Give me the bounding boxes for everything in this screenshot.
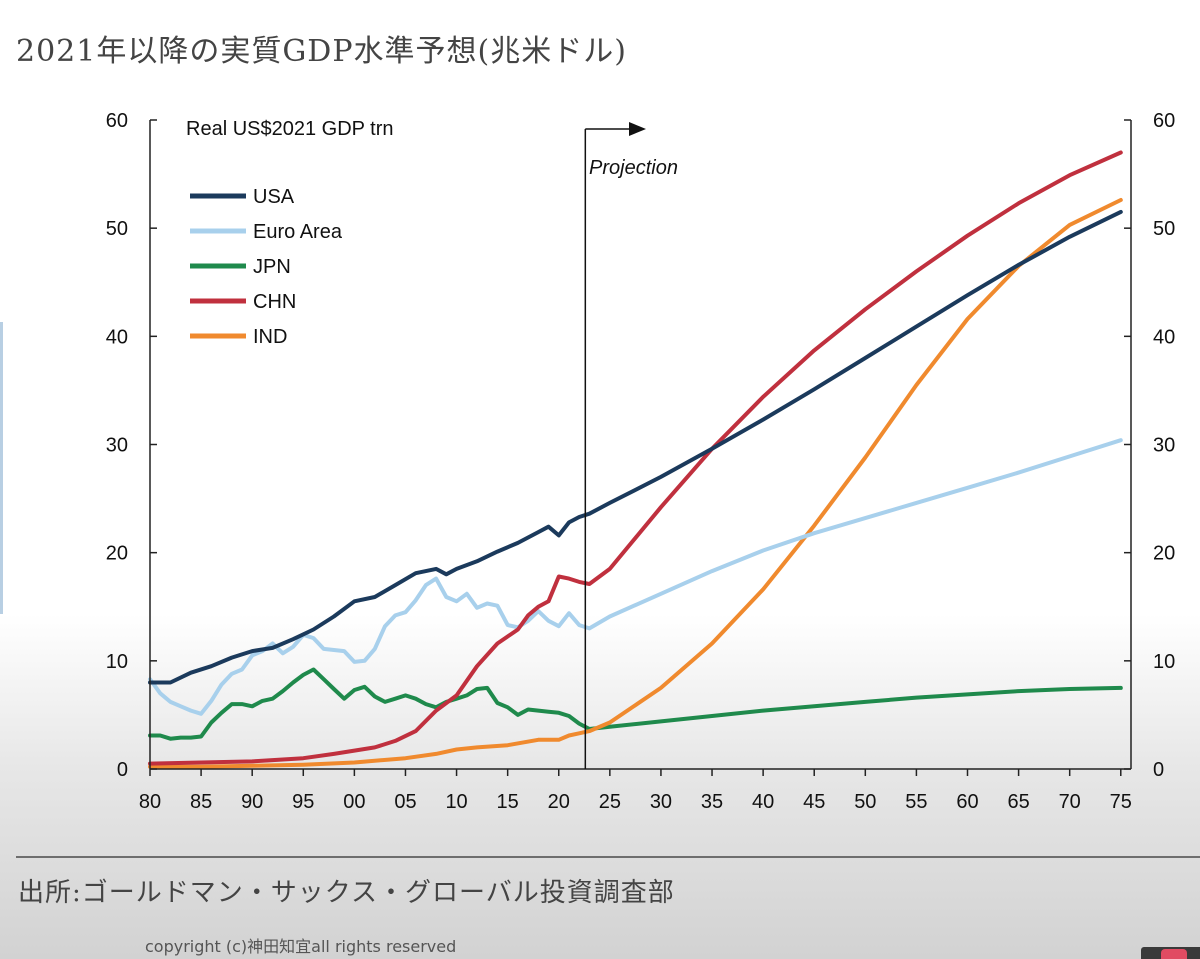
y-tick-label-right: 10 xyxy=(1153,651,1175,673)
y-tick-label-left: 30 xyxy=(106,435,128,457)
y-tick-label-right: 20 xyxy=(1153,543,1175,565)
x-tick-label: 05 xyxy=(394,791,416,813)
x-tick-label: 50 xyxy=(854,791,876,813)
projection-label: Projection xyxy=(589,157,678,179)
x-tick-label: 45 xyxy=(803,791,825,813)
y-tick-label-right: 40 xyxy=(1153,326,1175,348)
copyright-text: copyright (c)神田知宜all rights reserved xyxy=(145,937,457,956)
y-tick-label-right: 30 xyxy=(1153,435,1175,457)
x-tick-label: 65 xyxy=(1007,791,1029,813)
legend-label: IND xyxy=(253,326,287,348)
y-tick-label-left: 50 xyxy=(106,218,128,240)
record-icon xyxy=(1161,949,1187,959)
y-tick-label-left: 20 xyxy=(106,543,128,565)
x-tick-label: 60 xyxy=(956,791,978,813)
x-tick-label: 00 xyxy=(343,791,365,813)
series-line-euro-area xyxy=(148,438,1123,716)
y-tick-label-right: 50 xyxy=(1153,218,1175,240)
x-tick-label: 35 xyxy=(701,791,723,813)
legend-label: CHN xyxy=(253,291,296,313)
y-tick-label-left: 0 xyxy=(117,759,128,781)
y-tick-label-right: 0 xyxy=(1153,759,1164,781)
y-tick-label-left: 10 xyxy=(106,651,128,673)
series-line-usa xyxy=(148,209,1123,685)
chart-legend: USA Euro Area JPN CHN IND xyxy=(190,186,343,348)
series-lines xyxy=(148,150,1123,769)
source-note: 出所:ゴールドマン・サックス・グローバル投資調査部 xyxy=(18,878,675,908)
series-line-jpn xyxy=(148,667,1123,741)
x-tick-label: 55 xyxy=(905,791,927,813)
x-tick-label: 10 xyxy=(445,791,467,813)
projection-marker: Projection xyxy=(584,122,678,769)
left-edge-accent xyxy=(0,322,3,614)
legend-label: USA xyxy=(253,186,295,208)
projection-arrowhead xyxy=(629,122,646,136)
corner-record-button[interactable] xyxy=(1141,947,1200,959)
footer-divider xyxy=(16,856,1200,858)
y-tick-label-right: 60 xyxy=(1153,110,1175,132)
x-tick-label: 70 xyxy=(1059,791,1081,813)
chart-title: Real US$2021 GDP trn xyxy=(186,118,394,140)
x-tick-label: 85 xyxy=(190,791,212,813)
series-line-ind xyxy=(148,198,1123,769)
x-tick-label: 40 xyxy=(752,791,774,813)
x-tick-label: 95 xyxy=(292,791,314,813)
y-tick-label-left: 40 xyxy=(106,326,128,348)
legend-label: Euro Area xyxy=(253,221,343,243)
x-tick-label: 30 xyxy=(650,791,672,813)
series-line-chn xyxy=(148,150,1123,766)
legend-label: JPN xyxy=(253,256,291,278)
y-tick-label-left: 60 xyxy=(106,110,128,132)
page-title: 2021年以降の実質GDP水準予想(兆米ドル) xyxy=(16,34,627,69)
x-tick-label: 75 xyxy=(1110,791,1132,813)
x-tick-label: 25 xyxy=(599,791,621,813)
x-tick-label: 90 xyxy=(241,791,263,813)
x-tick-label: 20 xyxy=(548,791,570,813)
x-tick-label: 15 xyxy=(497,791,519,813)
x-tick-label: 80 xyxy=(139,791,161,813)
